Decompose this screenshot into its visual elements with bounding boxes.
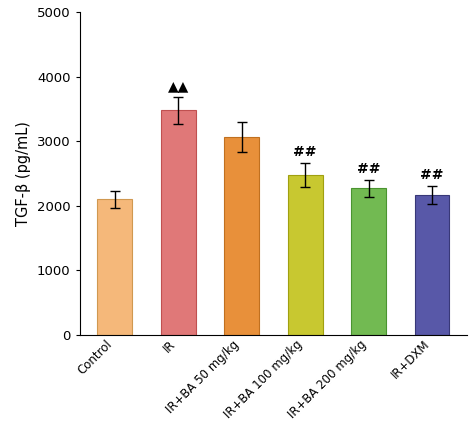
Text: ##: ## [357, 163, 380, 176]
Bar [161, 110, 196, 335]
Bar [288, 175, 322, 335]
Text: ▲▲: ▲▲ [167, 79, 189, 93]
Y-axis label: TGF-β (pg/mL): TGF-β (pg/mL) [17, 121, 31, 226]
Bar [97, 199, 132, 335]
Bar [351, 188, 386, 335]
Bar [224, 137, 259, 335]
Text: ##: ## [293, 145, 317, 159]
Text: ##: ## [420, 168, 444, 182]
Bar [415, 195, 449, 335]
